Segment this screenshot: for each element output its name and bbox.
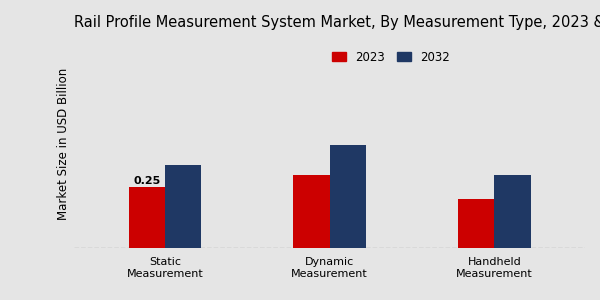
Text: 0.25: 0.25	[133, 176, 160, 186]
Bar	[293, 175, 329, 248]
Bar	[458, 199, 494, 248]
Bar	[128, 187, 165, 248]
Bar	[165, 165, 201, 248]
Bar	[329, 146, 366, 248]
Text: Rail Profile Measurement System Market, By Measurement Type, 2023 & 2032: Rail Profile Measurement System Market, …	[74, 15, 600, 30]
Legend: 2023, 2032: 2023, 2032	[332, 51, 450, 64]
Y-axis label: Market Size in USD Billion: Market Size in USD Billion	[57, 68, 70, 220]
Bar	[494, 175, 530, 248]
